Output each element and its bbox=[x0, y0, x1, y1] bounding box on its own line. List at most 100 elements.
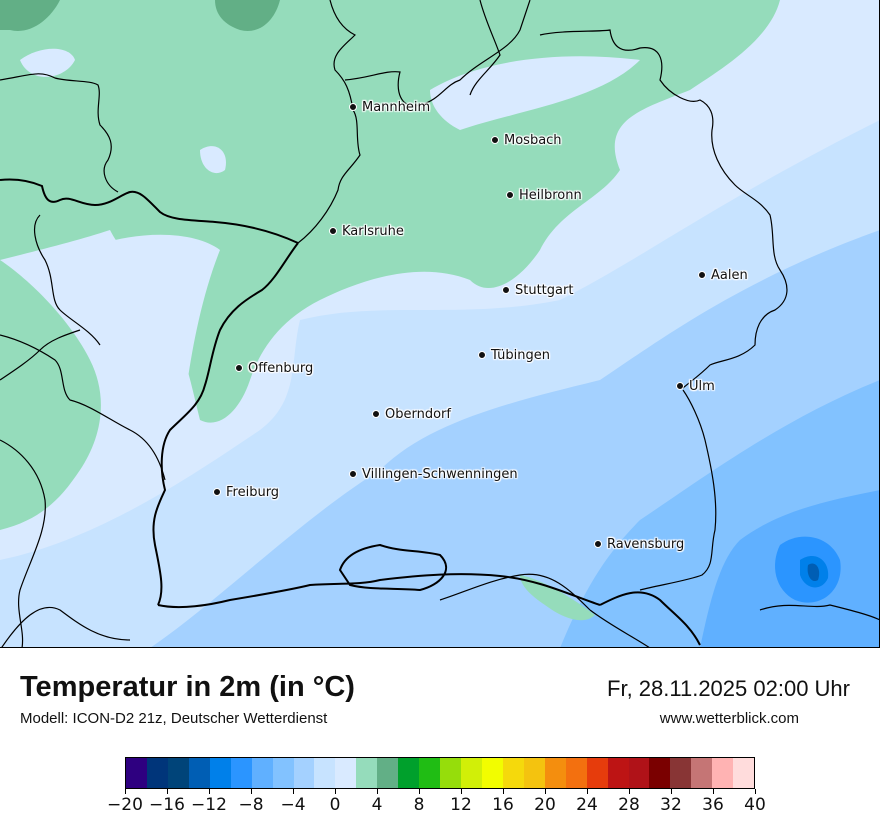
colorbar-segment bbox=[481, 758, 503, 788]
colorbar-segment bbox=[544, 758, 566, 788]
tick-mark bbox=[419, 789, 420, 794]
city-name: Stuttgart bbox=[515, 283, 574, 298]
colorbar-segment bbox=[293, 758, 315, 788]
colorbar-segment bbox=[523, 758, 545, 788]
city-name: Villingen-Schwenningen bbox=[362, 467, 518, 482]
city-name: Mannheim bbox=[362, 100, 431, 115]
city-label: Mannheim bbox=[349, 100, 430, 115]
tick-label: 36 bbox=[702, 795, 724, 815]
colorbar-segment bbox=[440, 758, 461, 788]
colorbar-segment bbox=[335, 758, 357, 788]
colorbar-segment bbox=[565, 758, 587, 788]
tick-label: −12 bbox=[191, 795, 227, 815]
tick-label: −8 bbox=[238, 795, 264, 815]
model-subtitle: Modell: ICON-D2 21z, Deutscher Wetterdie… bbox=[20, 710, 328, 727]
tick-mark bbox=[251, 789, 252, 794]
tick-mark bbox=[545, 789, 546, 794]
city-name: Tübingen bbox=[491, 348, 550, 363]
tick-mark bbox=[335, 789, 336, 794]
colorbar-segment bbox=[230, 758, 252, 788]
city-dot-icon bbox=[349, 102, 357, 111]
city-label: Freiburg bbox=[213, 485, 279, 500]
city-label: Karlsruhe bbox=[329, 224, 404, 239]
colorbar-segment bbox=[733, 758, 755, 788]
city-name: Aalen bbox=[711, 268, 748, 283]
city-label: Stuttgart bbox=[502, 283, 573, 298]
valid-datetime: Fr, 28.11.2025 02:00 Uhr bbox=[607, 676, 850, 701]
city-dot-icon bbox=[676, 381, 684, 390]
city-name: Mosbach bbox=[504, 133, 562, 148]
map-fields bbox=[0, 0, 879, 647]
tick-label: 32 bbox=[660, 795, 682, 815]
tick-mark bbox=[629, 789, 630, 794]
tick-label: −20 bbox=[107, 795, 143, 815]
tick-mark bbox=[461, 789, 462, 794]
tick-mark bbox=[125, 789, 126, 794]
tick-mark bbox=[377, 789, 378, 794]
tick-label: 16 bbox=[492, 795, 514, 815]
tick-label: 0 bbox=[329, 795, 341, 815]
tick-label: 28 bbox=[618, 795, 640, 815]
tick-label: 40 bbox=[744, 795, 766, 815]
city-dot-icon bbox=[502, 285, 510, 294]
tick-mark bbox=[293, 789, 294, 794]
colorbar-segment bbox=[167, 758, 189, 788]
temperature-colorbar bbox=[125, 757, 755, 789]
city-dot-icon bbox=[491, 135, 499, 144]
colorbar-segment bbox=[419, 758, 441, 788]
city-label: Oberndorf bbox=[372, 407, 451, 422]
colorbar-segment bbox=[628, 758, 650, 788]
colorbar-segment bbox=[272, 758, 294, 788]
city-label: Villingen-Schwenningen bbox=[349, 467, 518, 482]
city-dot-icon bbox=[594, 539, 602, 548]
city-dot-icon bbox=[349, 469, 357, 478]
colorbar-segment bbox=[649, 758, 671, 788]
city-name: Ulm bbox=[689, 379, 715, 394]
website-link[interactable]: www.wetterblick.com bbox=[659, 710, 799, 727]
colorbar-segment bbox=[586, 758, 608, 788]
colorbar-segment bbox=[377, 758, 399, 788]
colorbar-segment bbox=[712, 758, 734, 788]
country-borders bbox=[0, 178, 701, 646]
city-dot-icon bbox=[329, 226, 337, 235]
city-name: Karlsruhe bbox=[342, 224, 404, 239]
colorbar-segment bbox=[691, 758, 713, 788]
city-label: Tübingen bbox=[478, 348, 550, 363]
city-dot-icon bbox=[372, 409, 380, 418]
city-label: Mosbach bbox=[491, 133, 562, 148]
colorbar-segment bbox=[146, 758, 168, 788]
city-name: Freiburg bbox=[226, 485, 280, 500]
tick-mark bbox=[209, 789, 210, 794]
tick-mark bbox=[671, 789, 672, 794]
city-dot-icon bbox=[213, 487, 221, 496]
colorbar-segment bbox=[607, 758, 629, 788]
tick-label: −4 bbox=[280, 795, 306, 815]
city-label: Ulm bbox=[676, 379, 715, 394]
tick-label: 20 bbox=[534, 795, 556, 815]
colorbar-segment bbox=[209, 758, 231, 788]
city-label: Ravensburg bbox=[594, 537, 684, 552]
tick-label: 4 bbox=[371, 795, 383, 815]
tick-mark bbox=[167, 789, 168, 794]
tick-mark bbox=[503, 789, 504, 794]
colorbar-segment bbox=[126, 758, 147, 788]
colorbar-segment bbox=[356, 758, 378, 788]
city-dot-icon bbox=[698, 270, 706, 279]
colorbar-segment bbox=[251, 758, 273, 788]
city-name: Ravensburg bbox=[607, 537, 685, 552]
colorbar-segment bbox=[461, 758, 482, 788]
tick-mark bbox=[713, 789, 714, 794]
city-dot-icon bbox=[478, 350, 486, 359]
colorbar-segment bbox=[502, 758, 524, 788]
colorbar-segment bbox=[314, 758, 336, 788]
map-title: Temperatur in 2m (in °C) bbox=[20, 671, 355, 703]
city-dot-icon bbox=[235, 363, 243, 372]
colorbar-segment bbox=[670, 758, 692, 788]
temperature-map: Mannheim Mosbach Heilbronn Karlsruhe Aalen St… bbox=[0, 0, 880, 648]
city-label: Offenburg bbox=[235, 361, 313, 376]
tick-label: 12 bbox=[450, 795, 472, 815]
city-name: Oberndorf bbox=[385, 407, 451, 422]
city-label: Heilbronn bbox=[506, 188, 582, 203]
tick-label: 24 bbox=[576, 795, 598, 815]
tick-label: 8 bbox=[413, 795, 425, 815]
